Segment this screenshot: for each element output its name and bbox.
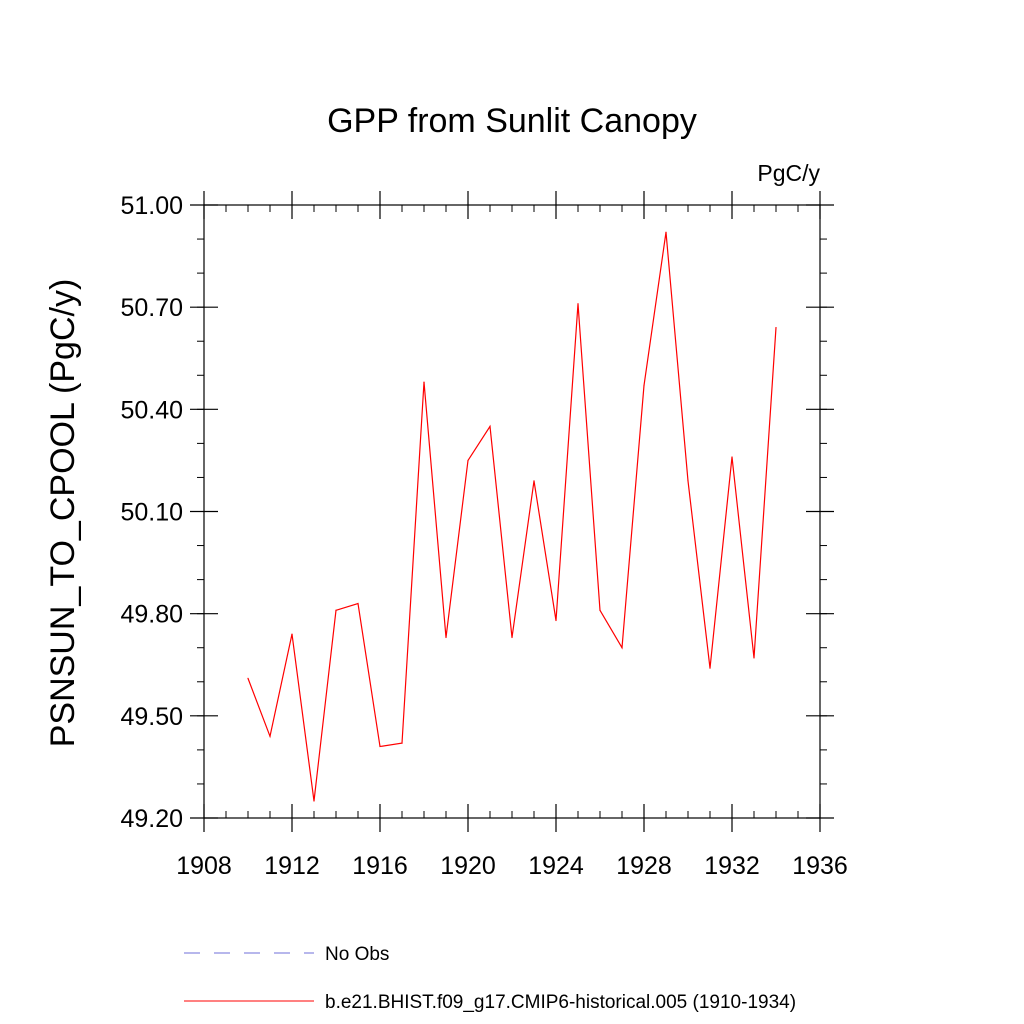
data-point xyxy=(401,742,403,744)
data-point xyxy=(643,384,645,387)
x-tick-label: 1912 xyxy=(264,852,320,880)
data-point xyxy=(621,647,623,649)
data-point xyxy=(709,667,711,669)
y-tick-label: 51.00 xyxy=(120,192,183,220)
y-axis-label: PSNSUN_TO_CPOOL (PgC/y) xyxy=(44,279,82,748)
data-point xyxy=(291,633,293,635)
x-tick-label: 1916 xyxy=(352,852,408,880)
tick-labels: 1908 1912 1916 1920 1924 1928 1932 1936 49.20 49.… xyxy=(120,192,847,880)
y-tick-label: 49.20 xyxy=(120,805,183,833)
y-tick-label: 50.70 xyxy=(120,294,183,322)
x-tick-label: 1932 xyxy=(704,852,760,880)
legend: No Obs b.e21.BHIST.f09_g17.CMIP6-histori… xyxy=(184,944,796,1013)
data-point xyxy=(445,636,447,639)
y-tick-label: 49.80 xyxy=(120,601,183,629)
data-point xyxy=(555,619,557,622)
minor-ticks xyxy=(197,204,827,819)
data-point xyxy=(467,459,469,462)
y-tick-label: 49.50 xyxy=(120,703,183,731)
x-tick-label: 1936 xyxy=(792,852,848,880)
data-point xyxy=(247,677,249,679)
legend-label-historical: b.e21.BHIST.f09_g17.CMIP6-historical.005… xyxy=(325,992,796,1013)
series-layer xyxy=(247,231,777,802)
data-point xyxy=(357,602,359,605)
data-point xyxy=(423,381,425,383)
data-point xyxy=(379,745,381,748)
data-point xyxy=(731,456,733,458)
data-point xyxy=(753,657,755,659)
x-tick-label: 1924 xyxy=(528,852,584,880)
data-point xyxy=(687,480,689,482)
data-point xyxy=(533,480,535,482)
plot-frame xyxy=(203,204,821,819)
data-point xyxy=(511,636,513,639)
x-tick-label: 1908 xyxy=(176,852,232,880)
data-point xyxy=(489,425,491,427)
y-tick-label: 50.10 xyxy=(120,499,183,527)
data-point xyxy=(599,609,601,611)
data-point xyxy=(775,327,777,329)
y-tick-label: 50.40 xyxy=(120,396,183,424)
data-point xyxy=(577,303,579,305)
units-label: PgC/y xyxy=(757,160,820,186)
data-point xyxy=(269,735,271,737)
chart-title: GPP from Sunlit Canopy xyxy=(327,102,697,140)
data-point xyxy=(335,609,337,611)
x-tick-label: 1920 xyxy=(440,852,496,880)
series-line-0 xyxy=(247,232,777,802)
data-point xyxy=(313,800,315,802)
x-tick-label: 1928 xyxy=(616,852,672,880)
legend-label-no-obs: No Obs xyxy=(325,944,389,965)
data-point xyxy=(665,231,667,233)
